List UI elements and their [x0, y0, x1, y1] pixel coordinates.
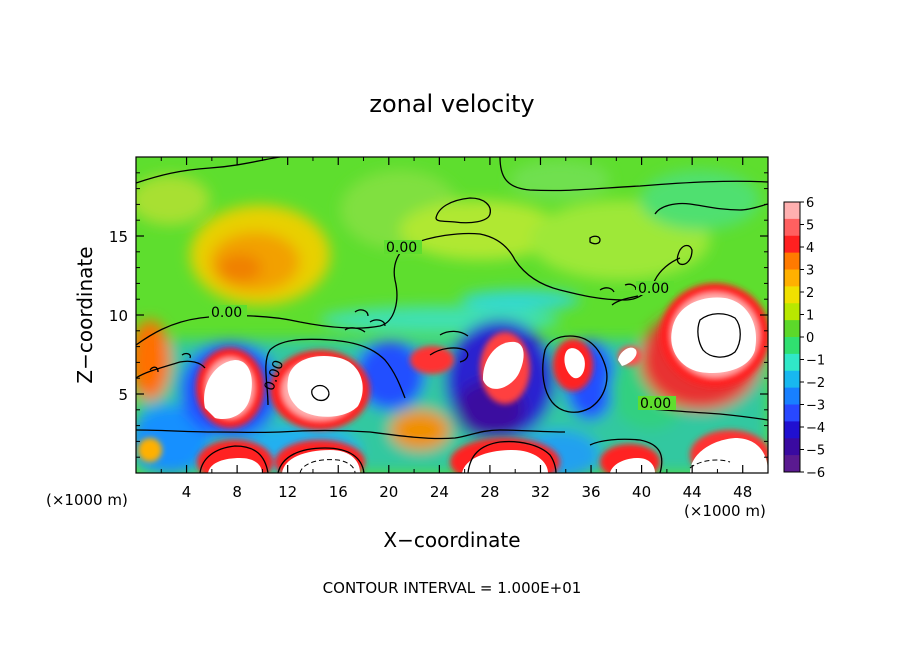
colorbar-swatch — [784, 252, 800, 270]
colorbar-tick-label: −4 — [806, 421, 825, 436]
colorbar-tick-label: 1 — [806, 309, 814, 324]
colorbar-swatch — [784, 404, 800, 422]
contour-lines — [136, 157, 768, 473]
colorbar-tick-label: 3 — [806, 264, 814, 279]
colorbar-tick-label: −2 — [806, 376, 825, 391]
contour-label: 0.00 — [638, 281, 669, 297]
colorbar-swatch — [784, 438, 800, 456]
y-tick-label: 15 — [109, 228, 128, 246]
x-tick-label: 12 — [278, 483, 297, 501]
x-tick-label: 44 — [683, 483, 702, 501]
colorbar-tick-label: −1 — [806, 354, 825, 369]
colorbar: 6 5 4 3 2 1 0 −1 −2 −3 −4 −5 −6 — [783, 196, 825, 481]
colorbar-swatch — [784, 353, 800, 372]
chart-title: zonal velocity — [369, 90, 534, 118]
colorbar-tick-label: 6 — [806, 196, 814, 211]
colorbar-swatch — [784, 320, 800, 338]
colorbar-swatch — [784, 370, 800, 389]
y-axis-label: Z−coordinate — [73, 246, 97, 383]
x-tick-label: 24 — [430, 483, 449, 501]
colorbar-swatch — [784, 387, 800, 405]
x-tick-label: 8 — [232, 483, 242, 501]
colorbar-swatch — [784, 421, 800, 439]
x-tick-label: 32 — [531, 483, 550, 501]
contour-interval-label: CONTOUR INTERVAL = 1.000E+01 — [323, 579, 582, 597]
x-tick-label: 40 — [632, 483, 651, 501]
y-tick-label: 10 — [109, 307, 128, 325]
x-axis-label: X−coordinate — [383, 528, 520, 552]
x-tick-label: 20 — [379, 483, 398, 501]
colorbar-tick-label: 2 — [806, 286, 814, 301]
x-tick-label: 16 — [329, 483, 348, 501]
colorbar-tick-label: 5 — [806, 219, 814, 234]
colorbar-swatch — [784, 455, 800, 473]
colorbar-tick-label: 4 — [806, 241, 814, 256]
colorbar-swatch — [784, 337, 800, 355]
x-tick-label: 48 — [733, 483, 752, 501]
colorbar-tick-label: −6 — [806, 466, 825, 481]
contour-label: 0.00 — [640, 396, 671, 412]
x-tick-label: 4 — [182, 483, 192, 501]
colorbar-swatch — [784, 303, 800, 321]
x-tick-label: 28 — [480, 483, 499, 501]
x-unit-label-left: (×1000 m) — [46, 491, 128, 509]
contour-label: 0.00 — [386, 240, 417, 256]
y-tick-label: 5 — [118, 386, 128, 404]
x-tick-label: 36 — [581, 483, 600, 501]
colorbar-tick-label: 0 — [806, 331, 814, 346]
x-unit-label-right: (×1000 m) — [684, 502, 766, 520]
colorbar-swatch — [784, 286, 800, 304]
y-axis: 5 10 15 — [109, 172, 768, 458]
contour-label: 0.00 — [211, 305, 242, 321]
colorbar-swatch — [784, 269, 800, 287]
colorbar-tick-label: −5 — [806, 444, 825, 459]
heatmap-field — [136, 157, 768, 473]
x-axis: 4 8 12 16 20 24 28 32 36 40 44 48 — [160, 157, 752, 501]
colorbar-swatch — [784, 218, 800, 237]
colorbar-tick-label: −3 — [806, 399, 825, 414]
colorbar-swatch — [784, 202, 800, 220]
colorbar-swatch — [784, 235, 800, 254]
